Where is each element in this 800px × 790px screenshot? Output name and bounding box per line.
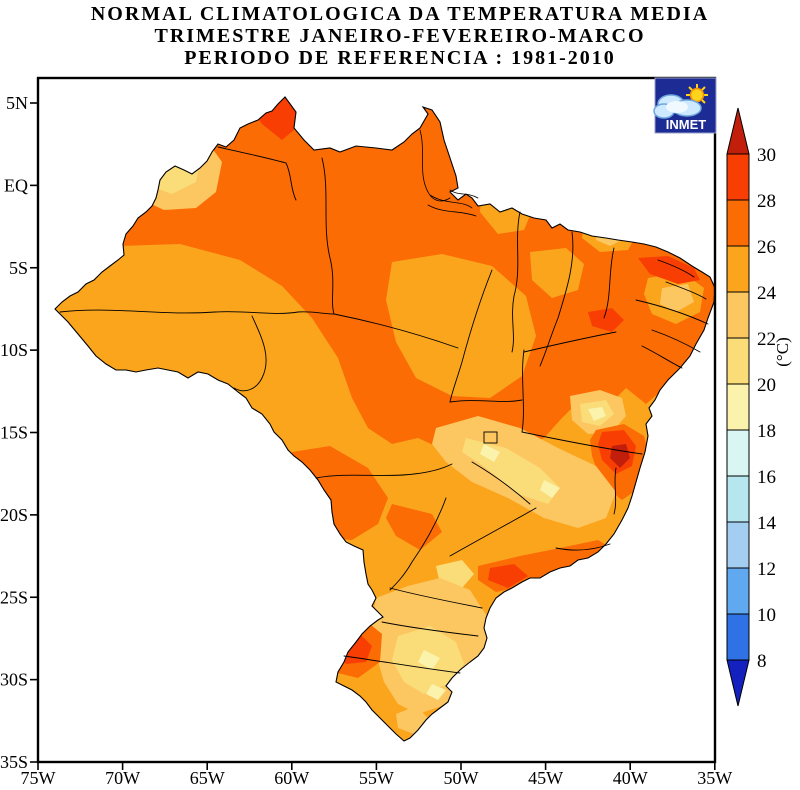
colorbar-segment	[726, 521, 750, 569]
colorbar-tick-label: 12	[757, 559, 776, 580]
colorbar-bottom-arrow	[726, 659, 750, 707]
colorbar-segment	[726, 567, 750, 615]
df-square	[483, 431, 498, 444]
colorbar-tick-label: 18	[757, 421, 776, 442]
lon-tick-label: 45W	[528, 768, 563, 788]
colorbar-segment	[726, 153, 750, 201]
lon-tick-label: 65W	[190, 768, 225, 788]
lon-tick-label: 75W	[21, 768, 56, 788]
colorbar-unit-label: (°C)	[773, 337, 792, 366]
latitude-axis: 5N EQ 5S 10S 15S 20S 25S 30S 35S	[0, 93, 38, 772]
colorbar-segment	[726, 199, 750, 247]
colorbar-segment	[726, 429, 750, 477]
lon-tick-label: 35W	[697, 768, 732, 788]
lat-tick-label: 30S	[0, 670, 28, 690]
lon-tick-label: 55W	[359, 768, 394, 788]
zone-piaui-28-30	[588, 308, 624, 332]
zone-south-para-24-26	[386, 254, 536, 398]
brazil-outline	[54, 96, 716, 742]
colorbar-tick-label: 30	[757, 145, 776, 166]
temperature-regions	[55, 97, 715, 741]
lat-tick-label: 10S	[0, 340, 28, 360]
lat-tick-label: 5S	[9, 258, 28, 278]
colorbar-tick-label: 28	[757, 191, 776, 212]
lat-tick-label: 20S	[0, 505, 28, 525]
chart-title-line2: TRIMESTRE JANEIRO-FEVEREIRO-MARCO	[154, 25, 646, 47]
zone-ce-rn-28-30	[638, 256, 700, 284]
zone-ms-river-26-28	[386, 504, 442, 550]
lat-tick-label: 25S	[0, 587, 28, 607]
colorbar-top-arrow	[726, 107, 750, 155]
zone-central-18-20b	[540, 480, 560, 498]
zone-south-18-20a	[418, 650, 440, 670]
zone-maranhao-24-26	[530, 248, 584, 298]
lon-tick-label: 50W	[444, 768, 479, 788]
lon-tick-label: 60W	[274, 768, 309, 788]
lat-tick-label: 5N	[6, 93, 28, 113]
colorbar-tick-label: 8	[757, 651, 767, 672]
zone-borborema-22-24	[660, 284, 694, 312]
zone-chapada-18-20	[588, 407, 606, 421]
colorbar-tick-label: 10	[757, 605, 776, 626]
colorbar-segment	[726, 245, 750, 293]
colorbar-tick-label: 22	[757, 329, 776, 350]
chart-title-line1: NORMAL CLIMATOLOGICA DA TEMPERATURA MEDI…	[90, 3, 710, 25]
zone-south-18-20b	[426, 684, 446, 700]
zone-central-18-20a	[480, 444, 500, 462]
colorbar-segment	[726, 383, 750, 431]
colorbar-segment	[726, 291, 750, 339]
chart-title-line3: PERIODO DE REFERENCIA : 1981-2010	[184, 47, 616, 69]
lon-tick-label: 70W	[105, 768, 140, 788]
inmet-logo-text: INMET	[666, 117, 707, 132]
lat-tick-label: 35S	[0, 752, 28, 772]
colorbar-segment	[726, 475, 750, 523]
plot-border	[36, 76, 717, 764]
colorbar-segment	[726, 337, 750, 385]
zone-santos-28-30	[488, 564, 528, 588]
colorbar-segment	[726, 613, 750, 661]
colorbar-tick-label: 20	[757, 375, 776, 396]
colorbar-tick-label: 24	[757, 283, 777, 304]
lat-tick-label: EQ	[4, 175, 28, 195]
inmet-logo: INMET	[653, 77, 717, 134]
longitude-axis: 75W 70W 65W 60W 55W 50W 45W 40W 35W	[21, 762, 732, 788]
colorbar-tick-label: 16	[757, 467, 776, 488]
lon-tick-label: 40W	[613, 768, 648, 788]
cloud-icon	[653, 94, 702, 119]
colorbar-tick-label: 14	[757, 513, 777, 534]
colorbar: 30 28 26 24 22 20 18 16 14 12 10 8 (°C)	[726, 107, 792, 707]
state-border-lines	[59, 129, 709, 674]
colorbar-tick-label: 26	[757, 237, 776, 258]
lat-tick-label: 15S	[0, 423, 28, 443]
